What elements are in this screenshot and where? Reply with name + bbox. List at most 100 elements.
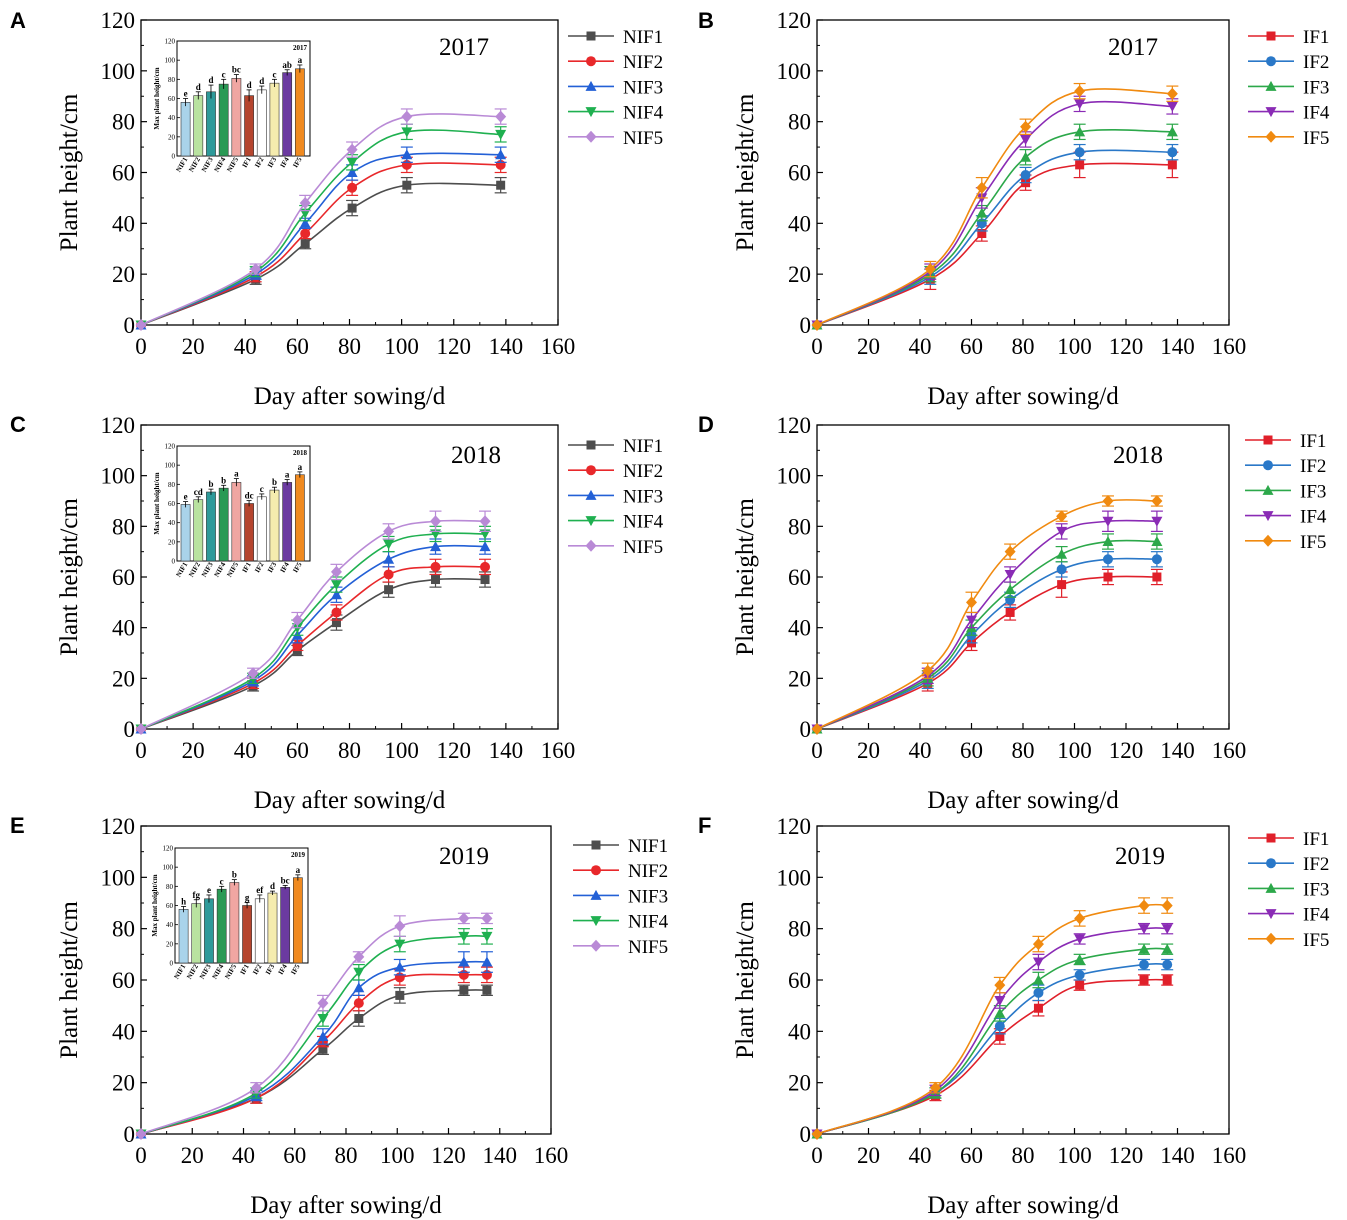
- data-point: [811, 319, 823, 331]
- inset-y-axis-label: Max plant height/cm: [153, 67, 161, 129]
- data-point: [401, 127, 413, 138]
- series-if4: [811, 922, 1174, 1140]
- legend-label: IF4: [1303, 905, 1330, 926]
- x-tick-label: 160: [1212, 334, 1247, 359]
- data-point: [346, 167, 358, 177]
- inset-significance-letter: c: [260, 484, 264, 494]
- legend-label: NIF2: [623, 52, 663, 73]
- series-nif5: [135, 510, 492, 735]
- y-tick-label: 60: [112, 968, 135, 993]
- inset-significance-letter: e: [184, 492, 188, 502]
- data-point: [1167, 147, 1178, 158]
- legend-marker: [1265, 882, 1277, 893]
- x-tick-label: 120: [431, 1143, 466, 1168]
- panel-letter: B: [698, 8, 714, 33]
- legend-marker: [1266, 31, 1276, 41]
- legend-label: IF4: [1300, 507, 1327, 528]
- inset-bar: [218, 487, 229, 562]
- inset-significance-letter: c: [220, 876, 224, 886]
- data-point: [330, 580, 342, 591]
- inset-category-label: NIF4: [213, 156, 228, 174]
- x-tick-label: 60: [283, 1143, 306, 1168]
- chart-title: 2018: [451, 442, 501, 469]
- legend-label: NIF2: [628, 861, 668, 882]
- x-tick-label: 20: [857, 1143, 880, 1168]
- inset-significance-letter: a: [285, 470, 290, 480]
- data-point: [395, 990, 405, 1000]
- data-point: [353, 950, 365, 963]
- x-tick-label: 0: [135, 334, 147, 359]
- inset-bar: [269, 489, 280, 562]
- x-tick-label: 60: [960, 1143, 983, 1168]
- inset-y-tick-label: 0: [172, 153, 176, 161]
- x-tick-label: 20: [857, 334, 880, 359]
- data-point: [430, 541, 442, 552]
- y-tick-label: 0: [124, 1122, 136, 1147]
- series-line: [140, 113, 501, 326]
- inset-y-tick-label: 40: [168, 519, 176, 527]
- x-tick-label: 0: [135, 738, 147, 763]
- data-point: [1056, 548, 1068, 559]
- x-tick-label: 20: [181, 1143, 204, 1168]
- data-point: [811, 1128, 823, 1140]
- data-point: [430, 515, 442, 528]
- inset-bar: [180, 102, 191, 157]
- series-line: [816, 100, 1173, 326]
- data-point: [383, 569, 394, 580]
- x-tick-label: 160: [1212, 738, 1247, 763]
- legend-label: NIF4: [623, 103, 664, 124]
- inset-y-tick-label: 60: [166, 902, 174, 910]
- inset-y-tick-label: 100: [165, 57, 176, 65]
- y-tick-label: 100: [101, 865, 136, 890]
- x-tick-label: 140: [489, 334, 524, 359]
- data-point: [300, 239, 310, 249]
- data-point: [480, 575, 490, 585]
- inset-category-label: IF4: [279, 561, 291, 575]
- inset-category-label: IF3: [264, 963, 276, 977]
- data-point: [966, 615, 977, 626]
- legend-marker: [585, 107, 597, 118]
- inset-significance-letter: e: [184, 89, 188, 99]
- inset-title: 2018: [293, 449, 308, 457]
- chart-title: 2019: [1115, 843, 1165, 870]
- inset-significance-letter: e: [207, 885, 211, 895]
- legend-label: IF2: [1300, 456, 1326, 477]
- inset-y-tick-label: 20: [166, 940, 174, 948]
- data-point: [331, 607, 342, 618]
- data-point: [994, 979, 1006, 992]
- x-tick-label: 100: [380, 1143, 415, 1168]
- data-point: [1020, 134, 1032, 145]
- inset-category-label: NIF1: [175, 561, 190, 579]
- series-line: [140, 960, 487, 1135]
- data-point: [1074, 969, 1085, 980]
- inset-y-tick-label: 20: [168, 133, 176, 141]
- legend-label: IF1: [1303, 829, 1329, 850]
- chart-title: 2019: [439, 843, 489, 870]
- series-if3: [811, 123, 1179, 330]
- inset-significance-letter: bc: [232, 65, 241, 75]
- y-tick-label: 40: [788, 616, 811, 641]
- legend-marker: [1265, 80, 1277, 91]
- x-tick-label: 100: [1057, 1143, 1092, 1168]
- legend-marker: [1263, 435, 1273, 445]
- inset-category-label: IF2: [253, 561, 265, 575]
- data-point: [383, 525, 395, 538]
- legend-label: IF5: [1303, 930, 1329, 951]
- y-tick-label: 100: [777, 464, 812, 489]
- y-tick-label: 40: [112, 211, 135, 236]
- inset-bar: [244, 503, 254, 562]
- y-axis-label: Plant height/cm: [56, 498, 83, 656]
- data-point: [353, 998, 364, 1009]
- legend-label: NIF5: [623, 537, 663, 558]
- inset-category-label: IF5: [289, 963, 301, 977]
- data-point: [1032, 974, 1044, 985]
- data-point: [1138, 943, 1150, 954]
- data-point: [300, 228, 311, 239]
- legend-marker: [1265, 130, 1277, 143]
- y-tick-label: 20: [788, 262, 811, 287]
- data-point: [1166, 126, 1178, 137]
- inset-bar: [294, 68, 305, 157]
- data-point: [1004, 584, 1016, 595]
- series-line: [140, 129, 501, 326]
